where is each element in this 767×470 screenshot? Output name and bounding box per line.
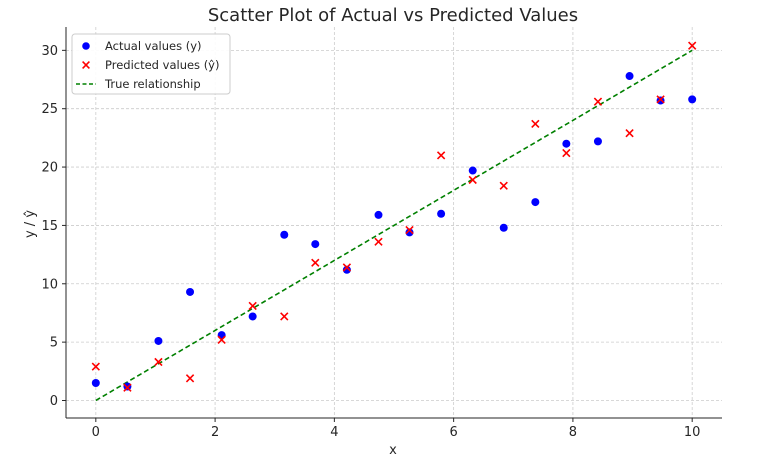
x-axis-label: x [389,443,397,458]
predicted-value-point [593,97,603,106]
actual-value-point [374,210,383,219]
x-tick-label: 10 [684,425,701,440]
actual-value-point [468,166,477,175]
predicted-value-point [248,301,257,311]
legend-marker-x [82,61,90,69]
x-tick-label: 0 [92,425,100,440]
axes [65,27,722,419]
y-tick-label: 30 [41,44,58,59]
actual-value-point [91,378,100,387]
actual-value-point [248,312,257,321]
predicted-value-point [185,374,195,383]
y-tick-label: 20 [41,161,58,176]
predicted-value-point [436,151,446,160]
actual-value-point [625,72,634,81]
y-axis-label: y / ŷ [23,210,38,238]
actual-value-point [562,139,571,148]
y-tick-label: 5 [50,336,58,351]
predicted-value-point [625,129,634,138]
predicted-value-point [280,312,289,321]
legend-entry: Predicted values (ŷ) [82,58,219,72]
chart-title: Scatter Plot of Actual vs Predicted Valu… [208,5,578,26]
predicted-value-point [374,237,383,246]
predicted-value-point [531,119,540,129]
x-tick-label: 6 [449,425,457,440]
legend-label: Actual values (y) [105,39,202,53]
actual-value-point [123,382,132,391]
legend-label: True relationship [104,77,201,91]
actual-value-point [499,223,508,232]
y-tick-label: 10 [41,277,58,292]
predicted-value-point [468,175,477,185]
legend-box [71,33,231,95]
actual-value-point [342,265,351,274]
true-relationship-line [95,49,693,402]
x-tick-label: 8 [569,425,577,440]
actual-value-point [154,336,163,345]
data-series [91,41,697,402]
actual-value-point [688,95,697,104]
predicted-value-point [656,95,665,104]
actual-value-point [405,228,414,237]
x-tick-label: 2 [211,425,219,440]
predicted-value-point [154,357,163,367]
legend-marker-circle [82,42,90,50]
predicted-value-point [311,258,320,267]
legend-entry: True relationship [76,77,201,91]
actual-value-point [593,137,602,146]
actual-value-point [656,96,665,105]
actual-value-point [311,240,320,249]
predicted-value-point [499,181,508,190]
predicted-value-point [562,148,571,158]
y-tick-label: 15 [41,219,58,234]
tick-labels: 0 2 4 6 8 10 0 5 10 15 20 25 30 [41,44,700,440]
legend: Actual values (y) Predicted values (ŷ) Tru… [71,33,231,95]
legend-entry: Actual values (y) [82,39,202,53]
actual-value-point [186,287,195,296]
y-tick-label: 0 [50,394,58,409]
predicted-value-point [405,225,414,235]
predicted-value-point [217,335,226,344]
predicted-value-point [688,41,697,50]
predicted-value-point [342,263,352,272]
y-tick-label: 25 [41,102,58,117]
actual-value-point [280,230,289,239]
legend-label: Predicted values (ŷ) [105,58,219,72]
predicted-value-point [91,362,100,371]
predicted-value-point [123,383,132,392]
actual-value-point [437,209,446,218]
x-tick-label: 4 [330,425,338,440]
actual-value-point [531,198,540,207]
